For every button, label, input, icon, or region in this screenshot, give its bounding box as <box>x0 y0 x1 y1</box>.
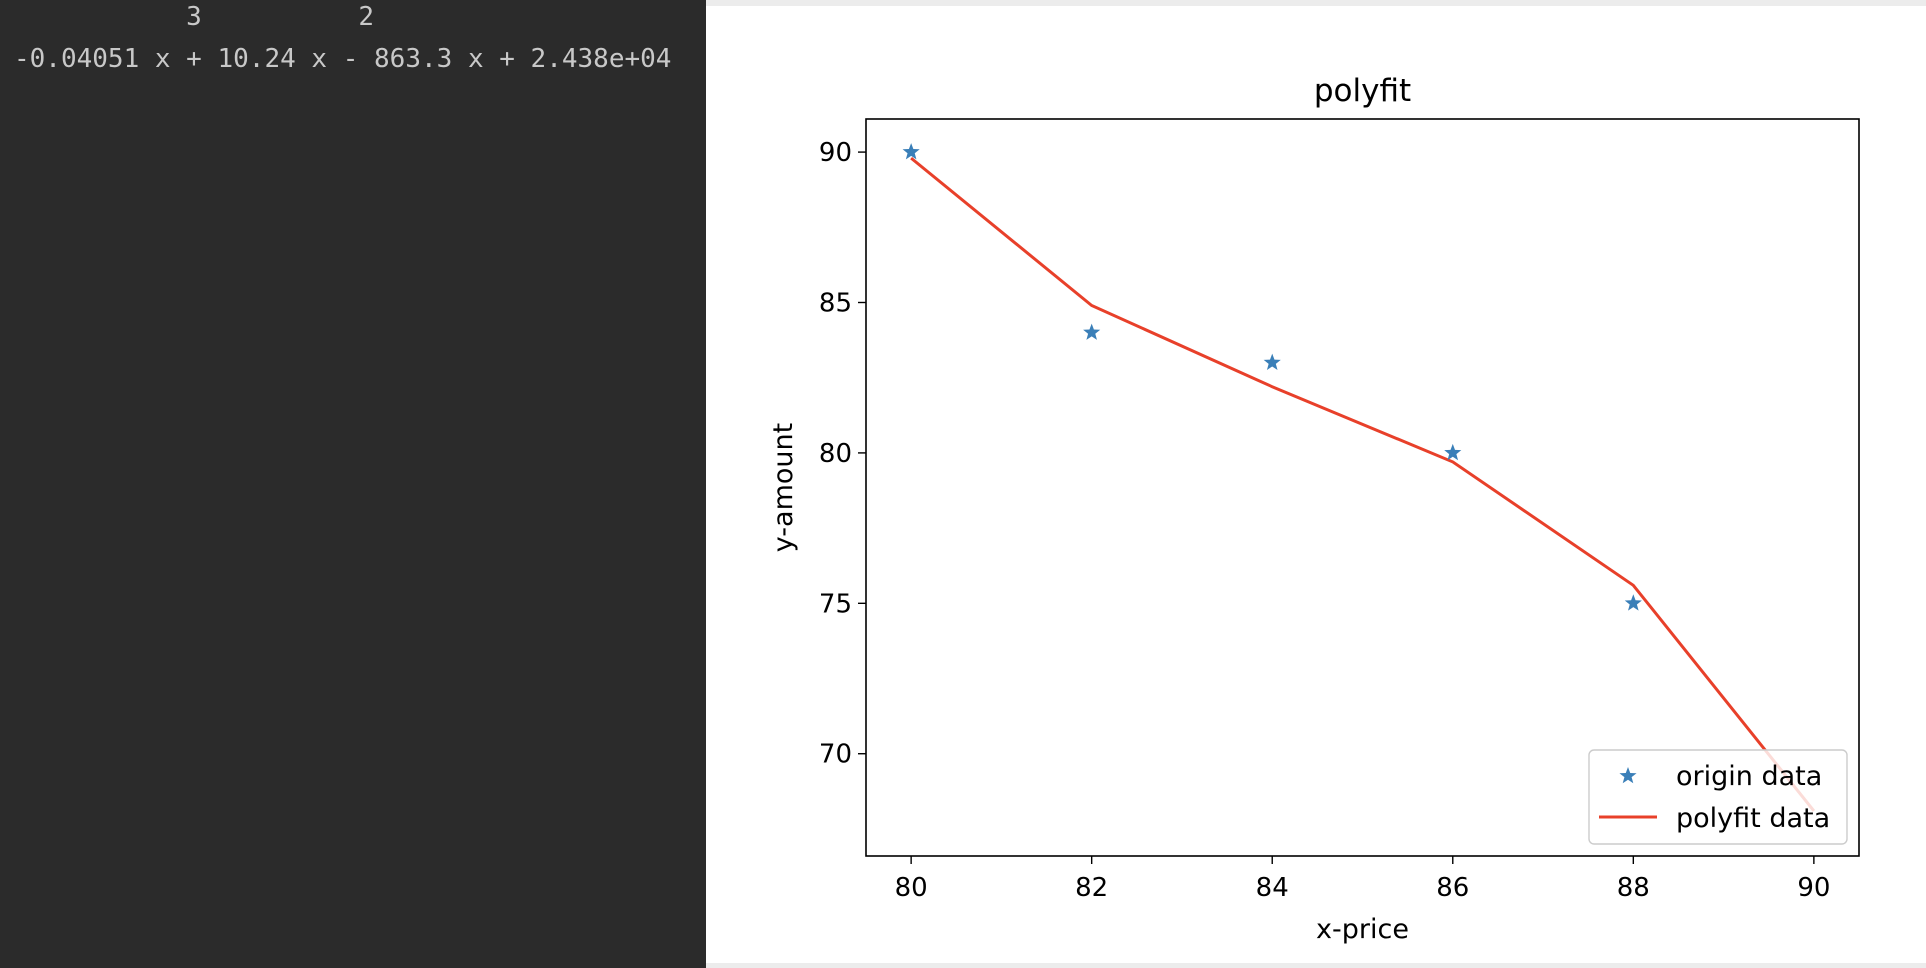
console-exponent-line: 3 2 <box>14 2 375 32</box>
legend-marker-origin-data <box>1619 767 1637 784</box>
x-tick-label: 86 <box>1436 873 1469 903</box>
window-top-border <box>706 0 1926 6</box>
x-axis-label: x-price <box>1316 914 1409 945</box>
point-origin-data <box>1444 443 1462 461</box>
y-tick-label: 75 <box>819 589 852 619</box>
legend-label-origin-data: origin data <box>1676 761 1822 792</box>
y-axis-label: y-amount <box>768 423 799 552</box>
x-tick-label: 88 <box>1617 873 1650 903</box>
chart-title: polyfit <box>1314 73 1411 109</box>
console-panel: 3 2 -0.04051 x + 10.24 x - 863.3 x + 2.4… <box>0 0 706 968</box>
y-tick-label: 70 <box>819 740 852 770</box>
plot-frame <box>865 118 1860 857</box>
y-tick-label: 85 <box>819 288 852 318</box>
x-tick-label: 80 <box>895 873 928 903</box>
polyfit-chart: 80 82 84 86 88 90 70 75 80 85 90 polyfit x-price y-am… <box>768 73 1860 945</box>
x-tick-label: 84 <box>1256 873 1289 903</box>
point-origin-data <box>1624 594 1642 611</box>
plot-window: 80 82 84 86 88 90 70 75 80 85 90 polyfit x-price y-am… <box>706 0 1926 968</box>
y-tick-label: 90 <box>819 138 852 168</box>
point-origin-data <box>902 143 920 160</box>
legend-label-polyfit-data: polyfit data <box>1676 803 1830 834</box>
point-origin-data <box>1263 353 1281 370</box>
window-bottom-border <box>706 963 1926 968</box>
legend-box <box>1588 749 1848 845</box>
point-origin-data <box>1083 323 1101 340</box>
console-polynomial-line: -0.04051 x + 10.24 x - 863.3 x + 2.438e+… <box>14 44 672 74</box>
x-tick-label: 82 <box>1075 873 1108 903</box>
series-line-polyfit-data <box>910 156 1816 812</box>
y-tick-label: 80 <box>819 439 852 469</box>
x-tick-label: 90 <box>1797 873 1830 903</box>
